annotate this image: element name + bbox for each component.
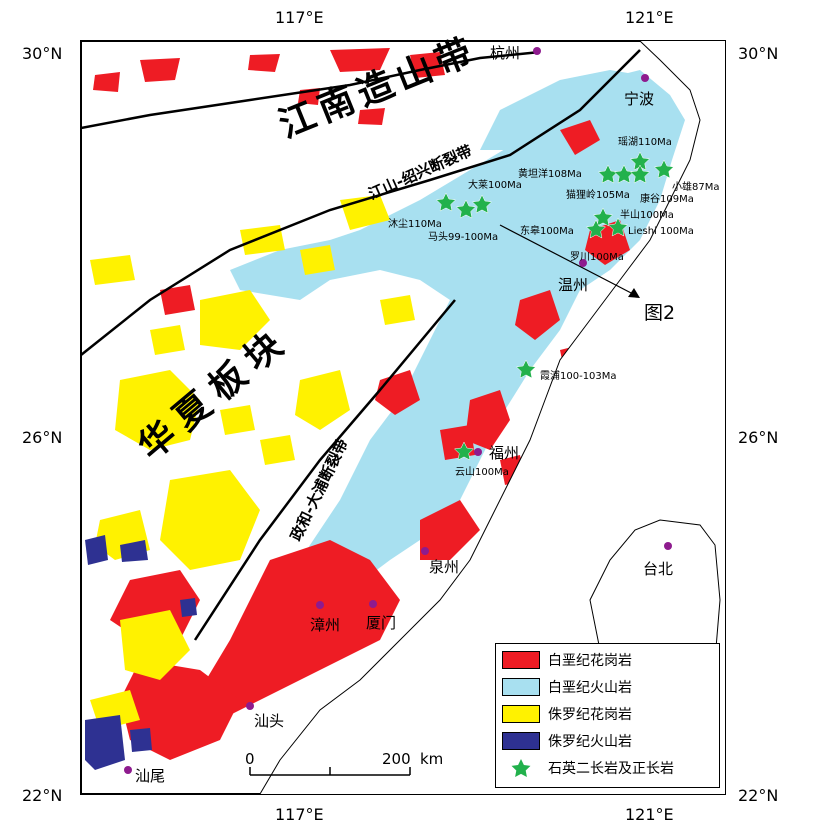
cretaceous-granite-bodies bbox=[93, 48, 630, 760]
lon-label-121-bottom: 121°E bbox=[625, 805, 674, 824]
figure-reference-label: 图2 bbox=[644, 302, 676, 324]
cretaceous-volcanic-belt bbox=[230, 70, 685, 640]
city-label-taibei: 台北 bbox=[643, 560, 674, 578]
legend-item-cretaceous-volcanic: 白垩纪火山岩 bbox=[502, 676, 632, 698]
northern-fault-line bbox=[81, 50, 541, 130]
legend-label: 白垩纪花岗岩 bbox=[548, 653, 632, 669]
jiangshan-shaoxing-fault bbox=[81, 49, 641, 356]
site-label-xiapu: 霞浦100-103Ma bbox=[540, 371, 617, 382]
fig2-arrow-line bbox=[499, 224, 636, 296]
legend: 白垩纪花岗岩 白垩纪火山岩 侏罗纪花岗岩 侏罗纪火山岩 石英二长岩及正长岩 bbox=[495, 643, 720, 788]
legend-item-cretaceous-granite: 白垩纪花岗岩 bbox=[502, 649, 632, 671]
city-markers bbox=[124, 47, 672, 774]
site-label-matou: 马头99-100Ma bbox=[428, 232, 499, 243]
lat-label-30-left: 30°N bbox=[22, 44, 63, 63]
site-label-dongbu: 东皋100Ma bbox=[520, 226, 574, 237]
legend-label: 石英二长岩及正长岩 bbox=[548, 761, 674, 777]
city-label-hangzhou: 杭州 bbox=[490, 44, 521, 62]
site-label-xiaoxiong: 小雄87Ma bbox=[672, 182, 720, 193]
legend-swatch-cretaceous-granite bbox=[502, 651, 540, 669]
lat-label-22-right: 22°N bbox=[738, 786, 779, 805]
site-label-huangtanyang: 黄坦洋108Ma bbox=[518, 169, 582, 180]
site-label-dalai: 大莱100Ma bbox=[468, 180, 522, 191]
city-label-zhangzhou: 漳州 bbox=[310, 616, 341, 634]
legend-item-jurassic-granite: 侏罗纪花岗岩 bbox=[502, 703, 632, 725]
city-label-quanzhou: 泉州 bbox=[429, 558, 460, 576]
sample-site-stars bbox=[435, 151, 675, 461]
jurassic-volcanic-bodies bbox=[85, 535, 197, 770]
legend-item-monzonite: 石英二长岩及正长岩 bbox=[502, 757, 674, 779]
scale-label-max: 200 bbox=[382, 750, 411, 768]
scale-label-zero: 0 bbox=[245, 750, 255, 768]
legend-label: 白垩纪火山岩 bbox=[548, 680, 632, 696]
city-label-ningbo: 宁波 bbox=[624, 90, 655, 108]
legend-swatch-jurassic-volcanic bbox=[502, 732, 540, 750]
lon-label-121-top: 121°E bbox=[625, 8, 674, 27]
legend-item-jurassic-volcanic: 侏罗纪火山岩 bbox=[502, 730, 632, 752]
coastline bbox=[259, 41, 701, 794]
site-label-banshan: 半山100Ma bbox=[620, 210, 674, 221]
site-label-lieshi: Lieshi 100Ma bbox=[628, 226, 694, 237]
star-icon bbox=[511, 759, 531, 777]
lon-label-117-bottom: 117°E bbox=[275, 805, 324, 824]
site-label-muchen: 沐尘110Ma bbox=[388, 219, 442, 230]
city-label-shantou: 汕头 bbox=[254, 712, 285, 730]
city-label-fuzhou: 福州 bbox=[489, 444, 520, 462]
lat-label-30-right: 30°N bbox=[738, 44, 779, 63]
legend-label: 侏罗纪火山岩 bbox=[548, 734, 632, 750]
lon-label-117-top: 117°E bbox=[275, 8, 324, 27]
site-label-kanggu: 康谷109Ma bbox=[640, 194, 694, 205]
city-label-xiamen: 厦门 bbox=[366, 614, 397, 632]
site-label-luochuan: 罗川100Ma bbox=[570, 252, 624, 263]
jurassic-granite-bodies bbox=[90, 195, 415, 730]
site-label-yaohu: 瑶湖110Ma bbox=[618, 137, 672, 148]
zhenghe-dapu-fault bbox=[193, 299, 456, 641]
scale-label-unit: km bbox=[420, 750, 444, 768]
legend-label: 侏罗纪花岗岩 bbox=[548, 707, 632, 723]
fig2-arrow-head bbox=[628, 288, 640, 298]
city-label-shanwei: 汕尾 bbox=[135, 767, 166, 785]
lat-label-26-right: 26°N bbox=[738, 428, 779, 447]
legend-swatch-cretaceous-volcanic bbox=[502, 678, 540, 696]
lat-label-22-left: 22°N bbox=[22, 786, 63, 805]
legend-swatch-jurassic-granite bbox=[502, 705, 540, 723]
city-label-wenzhou: 温州 bbox=[558, 276, 589, 294]
site-label-yunshan: 云山100Ma bbox=[455, 467, 509, 478]
lat-label-26-left: 26°N bbox=[22, 428, 63, 447]
site-label-maolingling: 猫狸岭105Ma bbox=[566, 190, 630, 201]
